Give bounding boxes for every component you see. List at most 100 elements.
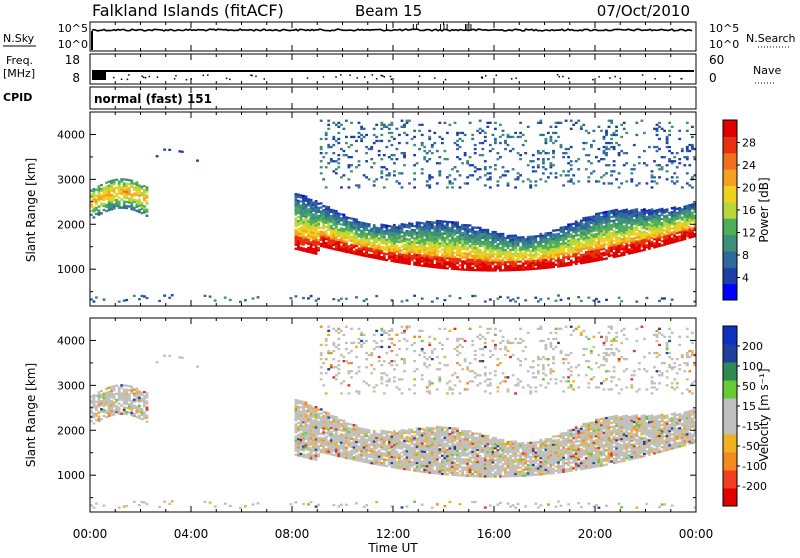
- power-cell: [345, 224, 348, 226]
- power-cell: [497, 180, 500, 182]
- velocity-cell: [350, 454, 353, 456]
- power-cell: [575, 224, 578, 226]
- power-cell: [146, 186, 149, 188]
- power-cell: [370, 256, 373, 258]
- power-cell: [108, 195, 111, 197]
- power-cell: [312, 238, 315, 240]
- power-cell: [391, 252, 394, 254]
- power-cell: [618, 220, 621, 222]
- velocity-cell: [305, 406, 308, 408]
- power-cell: [587, 257, 590, 259]
- power-cell: [363, 230, 366, 232]
- velocity-cell: [315, 448, 318, 450]
- power-cell: [438, 258, 441, 260]
- power-cell: [610, 120, 613, 122]
- power-cell: [633, 241, 636, 243]
- power-cell: [524, 268, 527, 270]
- velocity-cell: [320, 344, 323, 346]
- power-cell: [570, 239, 573, 241]
- power-cell: [653, 214, 656, 216]
- velocity-cell: [360, 450, 363, 452]
- velocity-cell: [105, 396, 108, 398]
- power-cell: [337, 239, 340, 241]
- power-cell: [295, 207, 298, 209]
- power-cell: [322, 219, 325, 221]
- power-cell: [595, 243, 598, 245]
- power-cell: [320, 221, 323, 223]
- power-cell: [638, 248, 641, 250]
- power-cell: [499, 265, 502, 267]
- power-cell: [418, 248, 421, 250]
- power-cell: [325, 220, 328, 222]
- power-cell: [297, 220, 300, 222]
- power-cell: [100, 204, 103, 206]
- velocity-cell: [118, 507, 121, 509]
- power-cell: [603, 234, 606, 236]
- velocity-cell: [350, 434, 353, 436]
- power-cell: [618, 297, 621, 299]
- velocity-cell: [141, 412, 144, 414]
- power-cell: [340, 237, 343, 239]
- velocity-cell: [310, 415, 313, 417]
- power-cell: [454, 229, 457, 231]
- velocity-cell: [322, 425, 325, 427]
- power-cell: [391, 248, 394, 250]
- power-cell: [444, 227, 447, 229]
- power-cell: [648, 217, 651, 219]
- velocity-cell: [118, 390, 121, 392]
- power-cell: [555, 172, 558, 174]
- power-cell: [570, 249, 573, 251]
- velocity-cell: [358, 392, 361, 394]
- power-cell: [459, 186, 462, 188]
- power-cell: [512, 237, 515, 239]
- velocity-cell: [345, 447, 348, 449]
- power-cell: [431, 246, 434, 248]
- power-cell: [630, 246, 633, 248]
- freq-dot: [495, 75, 497, 77]
- power-cell: [416, 238, 419, 240]
- power-cell: [322, 221, 325, 223]
- power-cell: [524, 238, 527, 240]
- power-cell: [577, 180, 580, 182]
- velocity-cell: [350, 446, 353, 448]
- power-cell: [335, 212, 338, 214]
- power-cell: [598, 225, 601, 227]
- power-cell: [643, 218, 646, 220]
- velocity-cell: [125, 411, 128, 413]
- power-cell: [428, 130, 431, 132]
- power-cell: [451, 229, 454, 231]
- power-cell: [608, 212, 611, 214]
- velocity-cell: [353, 342, 356, 344]
- power-cell: [335, 210, 338, 212]
- power-cell: [681, 210, 684, 212]
- power-cell: [406, 226, 409, 228]
- power-cell: [315, 230, 318, 232]
- power-cell: [557, 263, 560, 265]
- velocity-cell: [348, 445, 351, 447]
- power-cell: [575, 226, 578, 228]
- velocity-cell: [115, 385, 118, 387]
- power-cell: [683, 232, 686, 234]
- power-cell: [625, 211, 628, 213]
- power-cell: [418, 240, 421, 242]
- power-cell: [484, 300, 487, 302]
- power-cell: [486, 233, 489, 235]
- power-cell: [307, 231, 310, 233]
- power-cell: [449, 249, 452, 251]
- power-cell: [365, 249, 368, 251]
- power-cell: [300, 247, 303, 249]
- power-cell: [315, 253, 318, 255]
- velocity-cell: [343, 424, 346, 426]
- power-cell: [431, 248, 434, 250]
- power-cell: [484, 243, 487, 245]
- power-cell: [603, 152, 606, 154]
- power-cell: [643, 132, 646, 134]
- power-cell: [315, 245, 318, 247]
- power-cell: [552, 164, 555, 166]
- power-cell: [593, 224, 596, 226]
- power-cell: [413, 136, 416, 138]
- velocity-cell: [290, 503, 293, 505]
- power-cell: [580, 236, 583, 238]
- power-cell: [380, 252, 383, 254]
- velocity-cell: [315, 436, 318, 438]
